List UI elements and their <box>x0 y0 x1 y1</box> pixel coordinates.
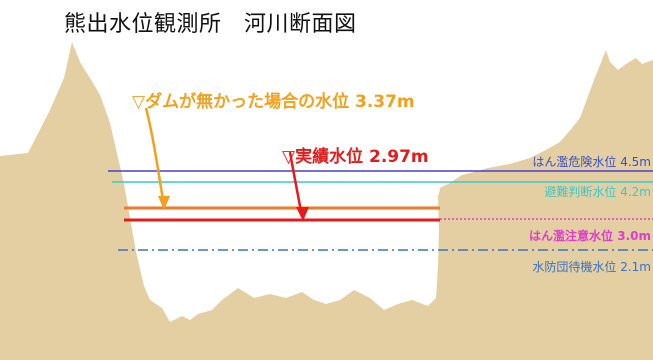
right-bank-terrain <box>440 50 653 360</box>
standby-level-label: 水防団待機水位 2.1m <box>532 259 651 274</box>
no-dam-arrow <box>144 107 170 210</box>
evacuation-level-label: 避難判断水位 4.2m <box>544 184 651 199</box>
danger-level-label: はん濫危険水位 4.5m <box>532 154 651 169</box>
actual-arrow <box>288 151 309 221</box>
page-title: 熊出水位観測所 河川断面図 <box>64 12 357 37</box>
caution-level-label: はん濫注意水位 3.0m <box>529 228 651 243</box>
left-bank-terrain <box>0 42 440 360</box>
no-dam-level-label: ▽ダムが無かった場合の水位 3.37m <box>132 91 415 112</box>
actual-level-label: ▽実績水位 2.97m <box>282 146 429 167</box>
